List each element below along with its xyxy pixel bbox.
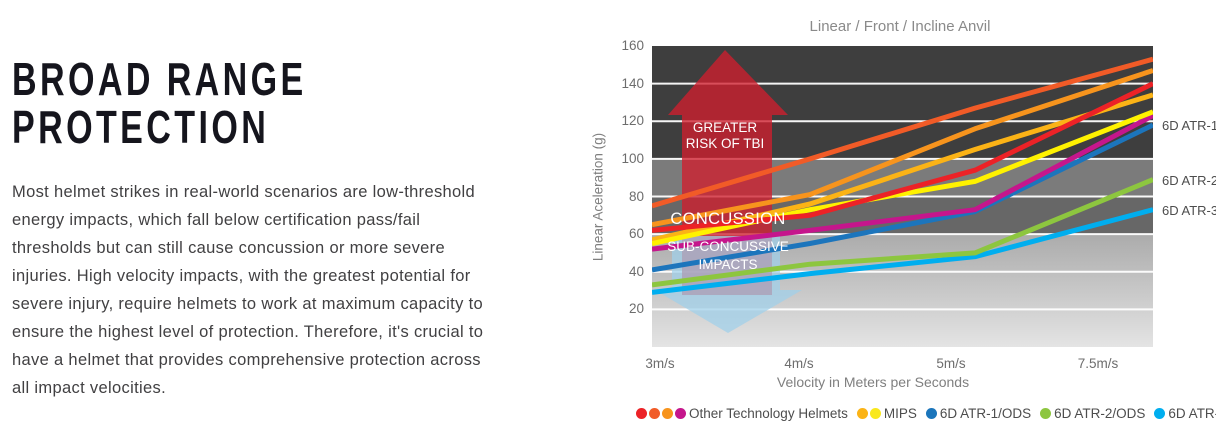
series-line-other-technology-helmet-3 xyxy=(652,68,1153,228)
legend-color-dots xyxy=(1040,407,1052,419)
legend-item-6d-atr-2-ods: 6D ATR-2/ODS xyxy=(1040,406,1145,421)
legend-item-other-technology-helmets: Other Technology Helmets xyxy=(636,406,848,421)
y-tick-20: 20 xyxy=(628,301,644,317)
legend-label: 6D ATR-1/ODS xyxy=(939,405,1032,421)
y-tick-80: 80 xyxy=(628,188,644,204)
chart-legend: Other Technology Helmets MIPS 6D ATR-1/ODS… xyxy=(636,402,1216,424)
series-line-other-technology-helmet-2 xyxy=(652,56,1153,209)
legend-dot-icon xyxy=(869,407,881,419)
series-line-other-technology-helmet-4 xyxy=(652,113,1153,252)
x-tick-7.5ms: 7.5m/s xyxy=(1077,356,1119,371)
y-tick-140: 140 xyxy=(621,75,644,91)
end-label-6d-atr-2: 6D ATR-2 xyxy=(1162,172,1216,188)
legend-item-mips: MIPS xyxy=(856,405,917,421)
legend-color-dots xyxy=(636,407,686,419)
legend-color-dots xyxy=(925,407,937,419)
x-tick-5ms: 5m/s xyxy=(936,356,966,371)
page-title-line1: BROAD RANGE xyxy=(12,53,307,105)
legend-dot-icon xyxy=(925,407,937,419)
legend-label: 6D ATR-3/ODS xyxy=(1168,405,1216,421)
x-tick-4ms: 4m/s xyxy=(784,356,814,371)
legend-label: Other Technology Helmets xyxy=(689,405,848,421)
y-tick-160: 160 xyxy=(621,38,644,53)
acceleration-velocity-chart xyxy=(652,46,1153,347)
intro-paragraph: Most helmet strikes in real-world scenar… xyxy=(12,182,484,397)
legend-color-dots xyxy=(1154,407,1166,419)
y-tick-60: 60 xyxy=(628,226,644,242)
x-tick-3ms: 3m/s xyxy=(645,356,675,371)
y-tick-120: 120 xyxy=(621,113,644,129)
page-title-line2: PROTECTION xyxy=(12,100,270,153)
end-label-6d-atr-1: 6D ATR-1 xyxy=(1162,118,1216,133)
y-tick-40: 40 xyxy=(628,263,644,279)
legend-dot-icon xyxy=(636,407,647,419)
end-label-6d-atr-3: 6D ATR-3 xyxy=(1162,202,1216,218)
intro-panel: BROAD RANGE PROTECTION Most helmet strik… xyxy=(12,53,502,402)
series-line-other-technology-helmet-1 xyxy=(652,81,1153,233)
legend-dot-icon xyxy=(675,407,686,419)
y-tick-100: 100 xyxy=(621,150,644,166)
legend-dot-icon xyxy=(1040,407,1052,419)
legend-dot-icon xyxy=(1154,407,1166,419)
chart-title: Linear / Front / Incline Anvil xyxy=(809,18,991,35)
legend-label: MIPS xyxy=(883,405,917,421)
series-line-6d-atr-3-ods xyxy=(652,207,1153,295)
series-line-mips-2 xyxy=(652,109,1153,246)
series-line-6d-atr-2-ods xyxy=(652,177,1153,288)
legend-dot-icon xyxy=(649,407,660,419)
legend-dot-icon xyxy=(662,407,673,419)
chart-plot-area: GREATER RISK OF TBI CONCUSSION SUB-CONCU… xyxy=(652,46,1153,347)
legend-color-dots xyxy=(856,407,881,419)
page-title: BROAD RANGE PROTECTION xyxy=(12,53,375,153)
legend-dot-icon xyxy=(856,407,868,419)
legend-item-6d-atr-1-ods: 6D ATR-1/ODS xyxy=(925,405,1032,421)
legend-item-6d-atr-3-ods: 6D ATR-3/ODS xyxy=(1154,406,1216,421)
series-line-6d-atr-1-ods xyxy=(652,122,1153,273)
x-axis-label: Velocity in Meters per Seconds xyxy=(776,374,970,390)
legend-label: 6D ATR-2/ODS xyxy=(1054,405,1146,421)
